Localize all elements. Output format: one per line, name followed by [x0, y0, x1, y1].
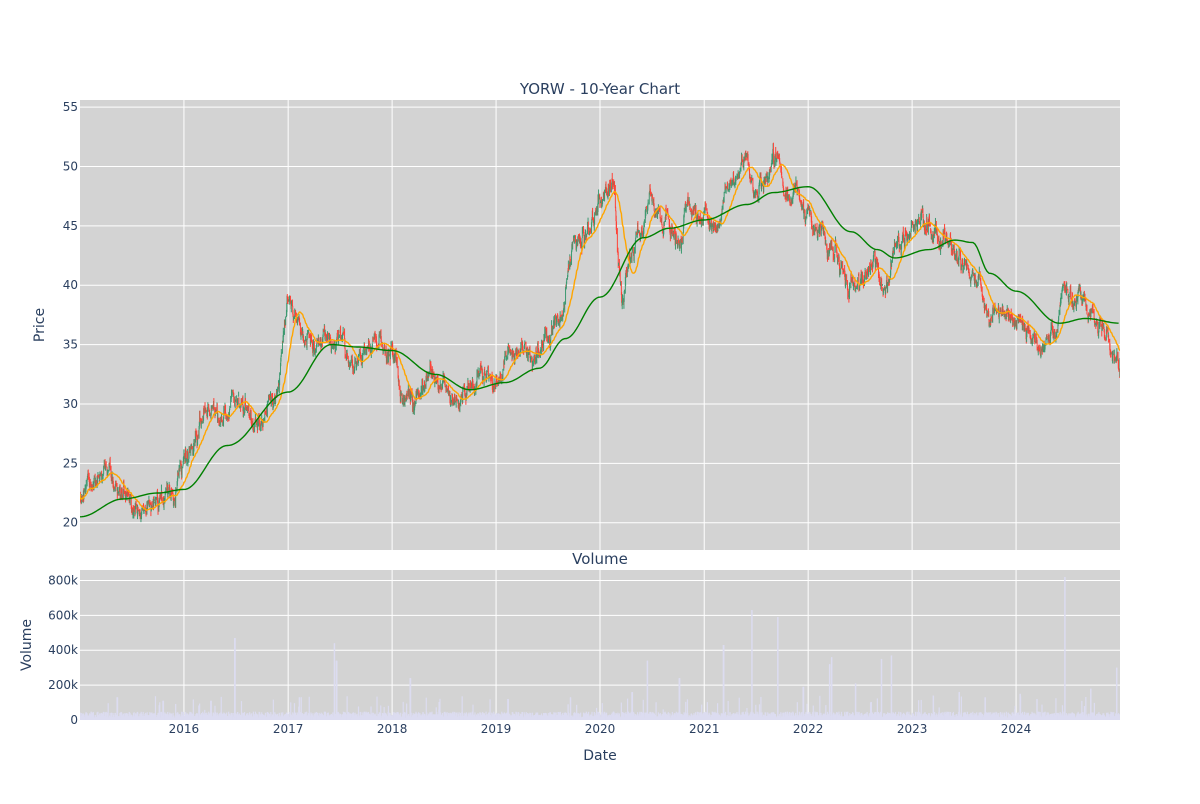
x-tick-label: 2017 [273, 722, 304, 736]
volume-y-tick-label: 0 [70, 713, 78, 727]
gridlines [80, 100, 1120, 721]
price-y-tick-label: 55 [63, 100, 78, 114]
price-axis-label: Price [32, 308, 48, 342]
x-tick-label: 2020 [585, 722, 616, 736]
x-tick-label: 2019 [481, 722, 512, 736]
price-y-tick-label: 35 [63, 338, 78, 352]
x-tick-label: 2021 [689, 722, 720, 736]
volume-chart-title: Volume [572, 550, 628, 568]
long-moving-average-line [80, 185, 1119, 518]
x-tick-label: 2018 [377, 722, 408, 736]
price-y-tick-label: 50 [63, 159, 78, 173]
x-tick-label: 2016 [169, 722, 200, 736]
volume-bars [80, 576, 1120, 720]
price-chart-title: YORW - 10-Year Chart [519, 80, 680, 98]
volume-y-tick-label: 400k [48, 643, 78, 657]
volume-y-tick-label: 200k [48, 678, 78, 692]
price-y-tick-label: 40 [63, 278, 78, 292]
date-axis-label: Date [583, 748, 616, 764]
price-y-tick-label: 30 [63, 397, 78, 411]
price-y-tick-label: 25 [63, 456, 78, 470]
x-tick-label: 2022 [793, 722, 824, 736]
price-y-tick-label: 20 [63, 516, 78, 530]
volume-y-tick-label: 600k [48, 608, 78, 622]
moving-averages [80, 163, 1120, 518]
volume-y-tick-label: 800k [48, 573, 78, 587]
price-y-tick-label: 45 [63, 219, 78, 233]
short-moving-average-line [80, 163, 1120, 512]
x-tick-label: 2024 [1001, 722, 1032, 736]
x-tick-label: 2023 [897, 722, 928, 736]
volume-axis-label: Volume [19, 619, 35, 671]
